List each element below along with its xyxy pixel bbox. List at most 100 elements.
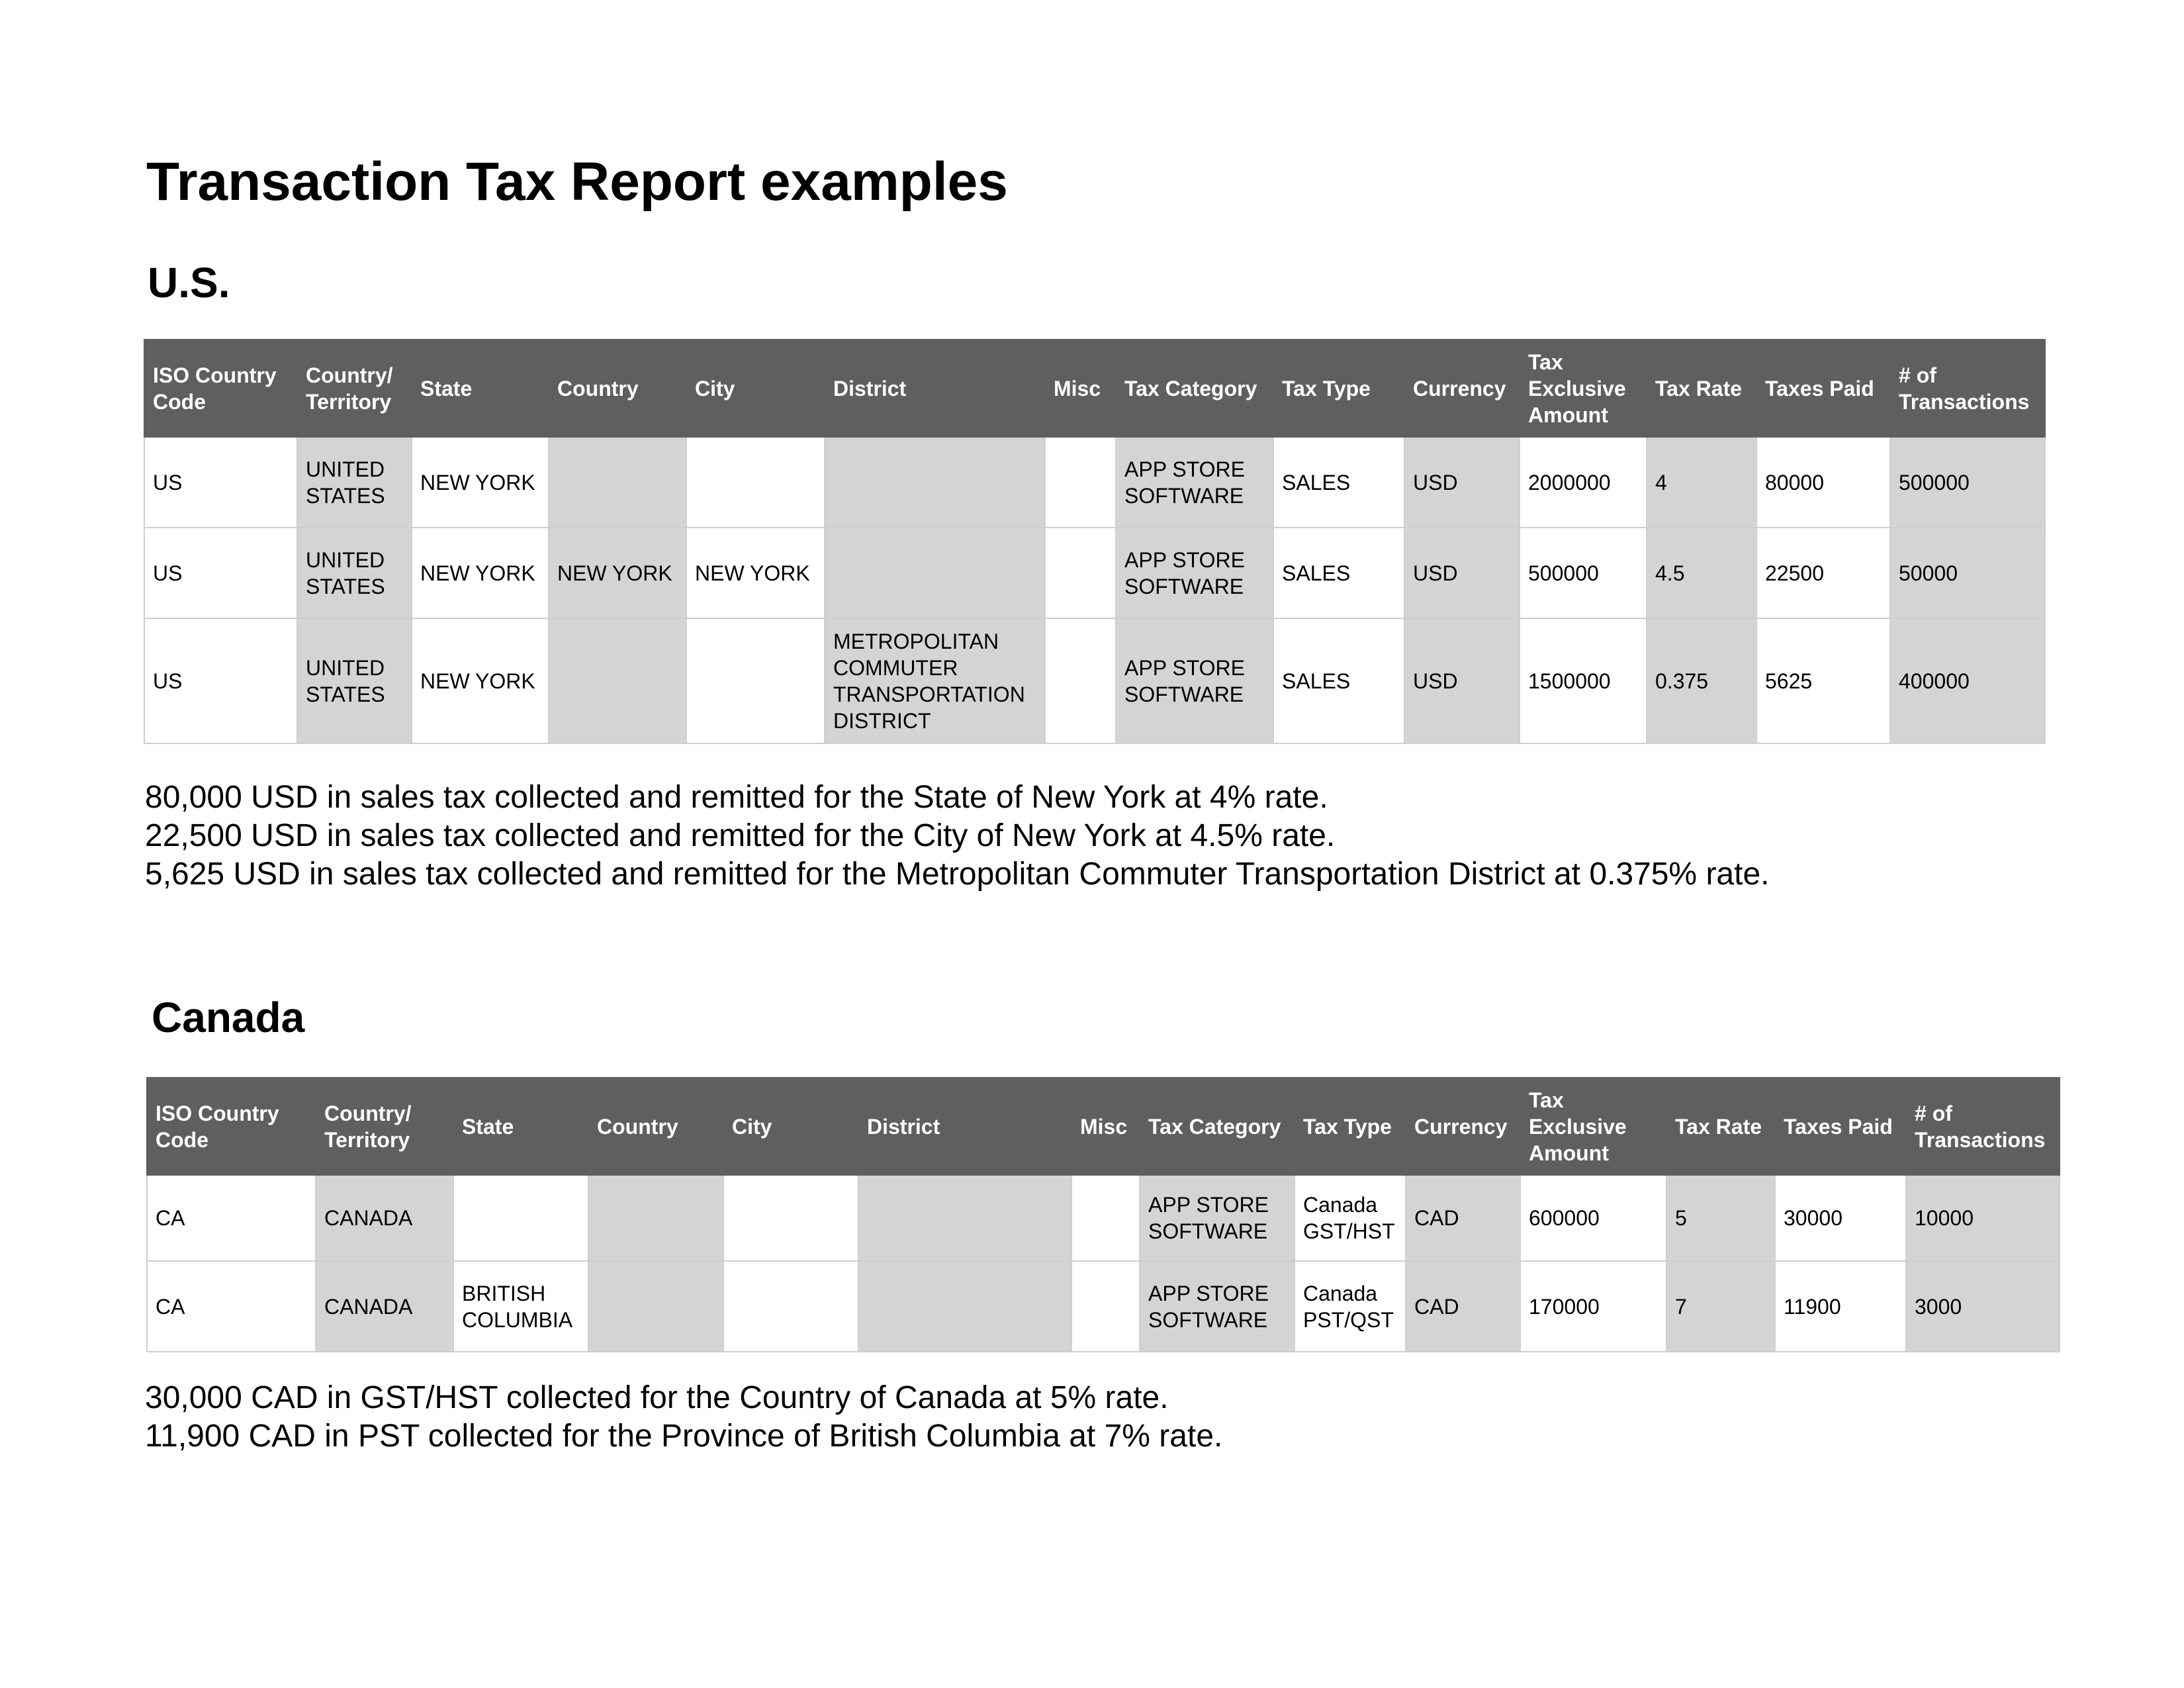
data-row: US UNITED STATES NEW YORK NEW YORK NEW YORK A… <box>144 527 2046 619</box>
column-header: Country <box>548 339 687 438</box>
cell: APP STORE SOFTWARE <box>1115 527 1274 619</box>
column-header: Tax Type <box>1273 339 1405 438</box>
column-header: ISO Country Code <box>146 1077 316 1176</box>
cell: 500000 <box>1519 527 1647 619</box>
note: 11,900 CAD in PST collected for the Prov… <box>145 1419 1223 1454</box>
cell: 600000 <box>1520 1174 1667 1262</box>
cell: UNITED STATES <box>296 436 412 528</box>
cell <box>548 436 687 528</box>
column-header: Taxes Paid <box>1756 339 1891 438</box>
cell: CAD <box>1405 1260 1521 1352</box>
cell: USD <box>1404 618 1520 744</box>
data-row: CA CANADA APP STORE SOFTWARE Canada GST/HST… <box>146 1174 2060 1262</box>
data-row: US UNITED STATES NEW YORK METROPOLITAN COMM… <box>144 618 2046 744</box>
cell: 170000 <box>1520 1260 1667 1352</box>
section-heading: Canada <box>152 994 305 1041</box>
cell: UNITED STATES <box>296 618 412 744</box>
cell: 22500 <box>1756 527 1891 619</box>
cell: CANADA <box>315 1260 454 1352</box>
cell: US <box>144 527 298 619</box>
cell <box>824 436 1046 528</box>
cell: 3000 <box>1905 1260 2060 1352</box>
cell: NEW YORK <box>548 527 687 619</box>
cell: 80000 <box>1756 436 1891 528</box>
column-header: Currency <box>1404 339 1520 438</box>
cell: UNITED STATES <box>296 527 412 619</box>
column-header: Taxes Paid <box>1774 1077 1907 1176</box>
column-header: Tax Exclusive Amount <box>1520 1077 1667 1176</box>
cell: APP STORE SOFTWARE <box>1115 436 1274 528</box>
cell: BRITISH COLUMBIA <box>453 1260 589 1352</box>
cell: US <box>144 436 298 528</box>
cell: 30000 <box>1774 1174 1907 1262</box>
cell: USD <box>1404 436 1520 528</box>
note: 80,000 USD in sales tax collected and re… <box>145 780 1328 815</box>
cell: APP STORE SOFTWARE <box>1115 618 1274 744</box>
cell: NEW YORK <box>411 527 549 619</box>
cell: 7 <box>1666 1260 1776 1352</box>
column-header: Country/ Territory <box>315 1077 454 1176</box>
note: 22,500 USD in sales tax collected and re… <box>145 818 1336 853</box>
cell: USD <box>1404 527 1520 619</box>
cell: SALES <box>1273 618 1405 744</box>
cell <box>723 1174 859 1262</box>
data-row: US UNITED STATES NEW YORK APP STORE SOFTWAR… <box>144 436 2046 528</box>
cell: 400000 <box>1889 618 2046 744</box>
column-header: Tax Category <box>1115 339 1274 438</box>
cell: Canada PST/QST <box>1294 1260 1406 1352</box>
cell <box>453 1174 589 1262</box>
cell: NEW YORK <box>686 527 825 619</box>
note: 30,000 CAD in GST/HST collected for the … <box>145 1380 1169 1415</box>
cell <box>1044 436 1116 528</box>
tax-table: ISO Country Code Country/ Territory State C… <box>146 1077 2060 1352</box>
column-header: District <box>858 1077 1072 1176</box>
column-header: Tax Exclusive Amount <box>1519 339 1647 438</box>
column-header: Currency <box>1405 1077 1521 1176</box>
cell <box>1044 527 1116 619</box>
column-header: ISO Country Code <box>144 339 298 438</box>
cell: Canada GST/HST <box>1294 1174 1406 1262</box>
data-row: CA CANADA BRITISH COLUMBIA APP STORE SOFTWA… <box>146 1260 2060 1352</box>
cell: CA <box>146 1260 316 1352</box>
cell: NEW YORK <box>411 618 549 744</box>
cell: CANADA <box>315 1174 454 1262</box>
note: 5,625 USD in sales tax collected and rem… <box>145 857 1770 892</box>
cell <box>686 436 825 528</box>
cell <box>1071 1260 1140 1352</box>
cell <box>548 618 687 744</box>
column-header: City <box>723 1077 859 1176</box>
cell: 500000 <box>1889 436 2046 528</box>
column-header: Country/ Territory <box>296 339 412 438</box>
cell <box>824 527 1046 619</box>
header-row: ISO Country Code Country/ Territory State C… <box>144 339 2046 438</box>
column-header: Tax Category <box>1139 1077 1295 1176</box>
cell: APP STORE SOFTWARE <box>1139 1174 1295 1262</box>
page-title: Transaction Tax Report examples <box>146 152 1008 212</box>
column-header: District <box>824 339 1046 438</box>
column-header: State <box>453 1077 589 1176</box>
column-header: Tax Type <box>1294 1077 1406 1176</box>
column-header: # of Transactions <box>1905 1077 2060 1176</box>
cell: 4 <box>1646 436 1757 528</box>
cell <box>858 1174 1072 1262</box>
cell: SALES <box>1273 527 1405 619</box>
cell: CA <box>146 1174 316 1262</box>
cell: 1500000 <box>1519 618 1647 744</box>
cell: US <box>144 618 298 744</box>
cell: METROPOLITAN COMMUTER TRANSPORTATION DIS… <box>824 618 1046 744</box>
cell: SALES <box>1273 436 1405 528</box>
cell: 2000000 <box>1519 436 1647 528</box>
column-header: State <box>411 339 549 438</box>
cell: 4.5 <box>1646 527 1757 619</box>
column-header: # of Transactions <box>1889 339 2046 438</box>
cell: 11900 <box>1774 1260 1907 1352</box>
cell: 5 <box>1666 1174 1776 1262</box>
column-header: Country <box>588 1077 724 1176</box>
column-header: Tax Rate <box>1646 339 1757 438</box>
cell <box>588 1260 724 1352</box>
cell: 5625 <box>1756 618 1891 744</box>
cell: CAD <box>1405 1174 1521 1262</box>
tax-table: ISO Country Code Country/ Territory State C… <box>144 339 2046 744</box>
column-header: Misc <box>1044 339 1116 438</box>
